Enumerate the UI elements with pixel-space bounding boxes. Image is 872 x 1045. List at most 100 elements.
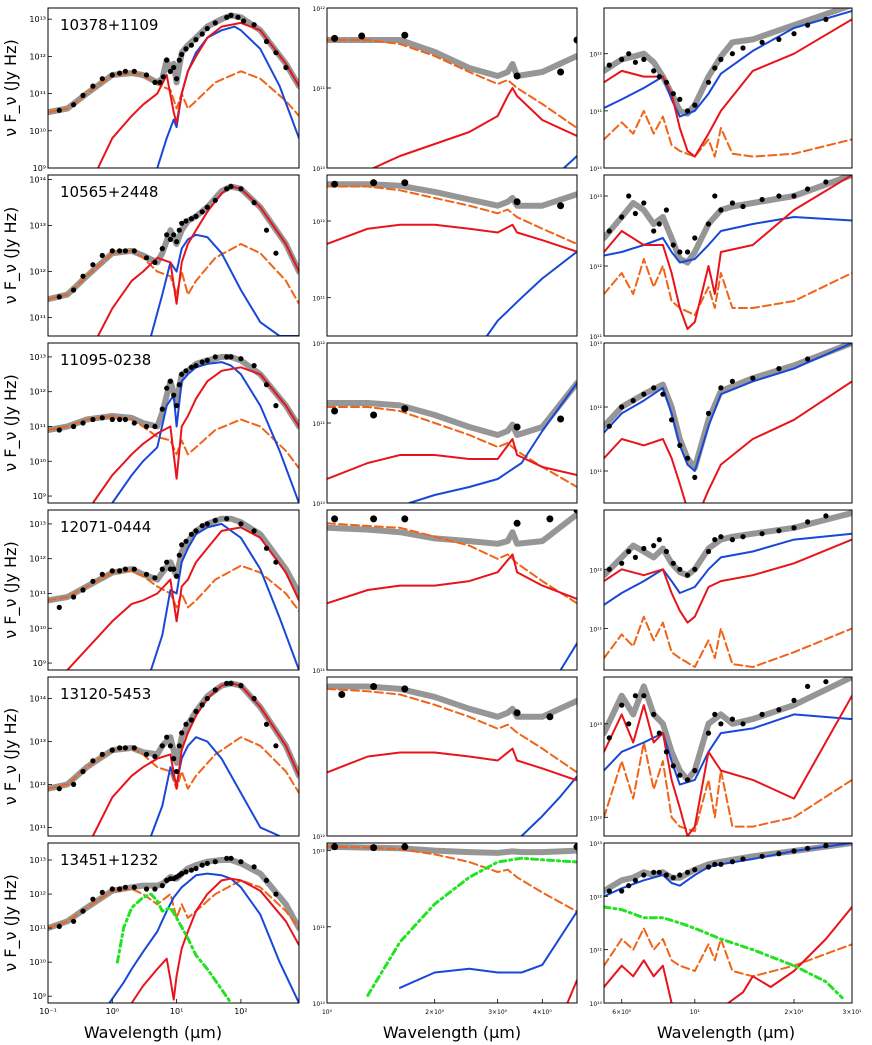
series-line-host xyxy=(48,243,299,305)
series-line-starburst xyxy=(604,694,852,836)
series-line-starburst xyxy=(604,175,852,330)
y-tick-label: 10¹² xyxy=(590,815,603,822)
data-point xyxy=(606,566,612,572)
panel-frame xyxy=(47,174,300,337)
data-point xyxy=(263,877,270,884)
data-point xyxy=(171,232,177,238)
data-point xyxy=(188,216,194,222)
panel-10378+1109-col1: 10⁹ 10¹⁰ 10¹¹ 10¹² 10¹³ 10378+1109 ν F_ν (Jy H… xyxy=(1,7,300,173)
data-point xyxy=(546,713,554,721)
series-line-extra xyxy=(604,905,844,1000)
data-point xyxy=(401,515,409,523)
series-line-starburst xyxy=(97,185,299,336)
x-tick-label: 10¹ xyxy=(170,1007,183,1016)
series-line-host xyxy=(327,185,577,245)
data-point xyxy=(805,22,811,28)
data-point xyxy=(663,749,670,755)
data-point xyxy=(776,528,782,534)
data-point xyxy=(370,179,378,187)
data-point xyxy=(224,516,230,522)
data-point xyxy=(557,415,565,423)
data-point xyxy=(164,57,170,63)
data-point xyxy=(273,891,279,897)
data-point xyxy=(71,918,77,924)
y-tick-label: 10¹⁰ xyxy=(313,166,326,173)
y-tick-label: 10¹² xyxy=(313,341,326,348)
data-point xyxy=(513,709,521,717)
y-tick-label: 10¹² xyxy=(313,219,326,226)
data-point xyxy=(152,575,158,581)
data-point xyxy=(117,416,123,423)
data-point xyxy=(557,202,565,210)
plot-area xyxy=(604,843,852,1003)
data-point xyxy=(573,36,577,44)
data-point xyxy=(632,59,639,65)
data-point xyxy=(759,531,765,537)
data-point xyxy=(692,566,698,572)
y-tick-label: 10¹¹ xyxy=(29,924,46,933)
y-tick-label: 10¹³ xyxy=(29,353,46,362)
data-point xyxy=(176,227,182,233)
x-axis-label-col1: Wavelength (μm) xyxy=(84,1023,222,1042)
data-point xyxy=(358,32,366,40)
data-point xyxy=(238,683,244,689)
data-point xyxy=(626,721,632,727)
data-point xyxy=(204,204,210,210)
data-point xyxy=(677,249,683,255)
data-point xyxy=(179,51,185,58)
source-name: 11095-0238 xyxy=(60,351,151,369)
panel-frame xyxy=(603,842,853,1004)
series-line-host xyxy=(604,109,852,158)
data-point xyxy=(159,246,165,252)
data-point xyxy=(331,843,339,851)
panel-12071-0444-col3: 10¹¹ 10¹² xyxy=(590,509,853,671)
data-point xyxy=(712,861,718,867)
data-point xyxy=(164,232,170,238)
data-point xyxy=(729,51,736,57)
series-line-host xyxy=(327,687,577,774)
data-point xyxy=(606,228,612,234)
y-tick-label: 10¹⁴ xyxy=(29,694,46,703)
data-point xyxy=(692,867,698,873)
data-point xyxy=(179,220,185,226)
panel-10565+2448-col1: 10¹¹ 10¹² 10¹³ 10¹⁴ 10565+2448 ν F_ν (Jy Hz) xyxy=(1,174,300,337)
plot-area xyxy=(327,510,577,670)
data-point xyxy=(179,371,185,377)
source-name: 13120-5453 xyxy=(60,685,151,703)
y-tick-label: 10¹³ xyxy=(29,15,46,24)
data-point xyxy=(56,294,62,300)
data-point xyxy=(684,777,691,783)
data-point xyxy=(677,442,683,448)
plot-area xyxy=(604,8,852,158)
plot-area xyxy=(604,343,852,503)
data-point xyxy=(684,108,691,114)
panel-frame xyxy=(603,509,853,671)
data-point xyxy=(183,869,189,875)
data-point xyxy=(71,594,77,600)
data-point xyxy=(513,423,521,431)
data-point xyxy=(71,287,77,293)
data-point xyxy=(401,685,409,693)
y-tick-label: 10¹¹ xyxy=(29,823,46,832)
data-point xyxy=(152,753,158,760)
y-tick-label: 10¹² xyxy=(313,834,326,841)
data-point xyxy=(513,519,521,527)
data-point xyxy=(176,743,182,749)
y-tick-label: 10¹¹ xyxy=(313,86,326,93)
plot-area xyxy=(48,680,299,836)
data-point xyxy=(513,198,521,206)
plot-area xyxy=(48,515,299,670)
series-line-starburst xyxy=(566,979,577,1003)
data-point xyxy=(179,730,185,736)
y-tick-label: 10¹³ xyxy=(590,722,603,729)
data-point xyxy=(193,213,199,219)
data-point xyxy=(204,357,210,363)
data-point xyxy=(159,566,165,572)
plot-area xyxy=(48,353,299,503)
series-line-agn xyxy=(150,736,281,836)
data-point xyxy=(692,767,698,774)
data-point xyxy=(251,200,257,206)
y-tick-label: 10¹¹ xyxy=(313,668,326,675)
data-point xyxy=(729,200,736,206)
